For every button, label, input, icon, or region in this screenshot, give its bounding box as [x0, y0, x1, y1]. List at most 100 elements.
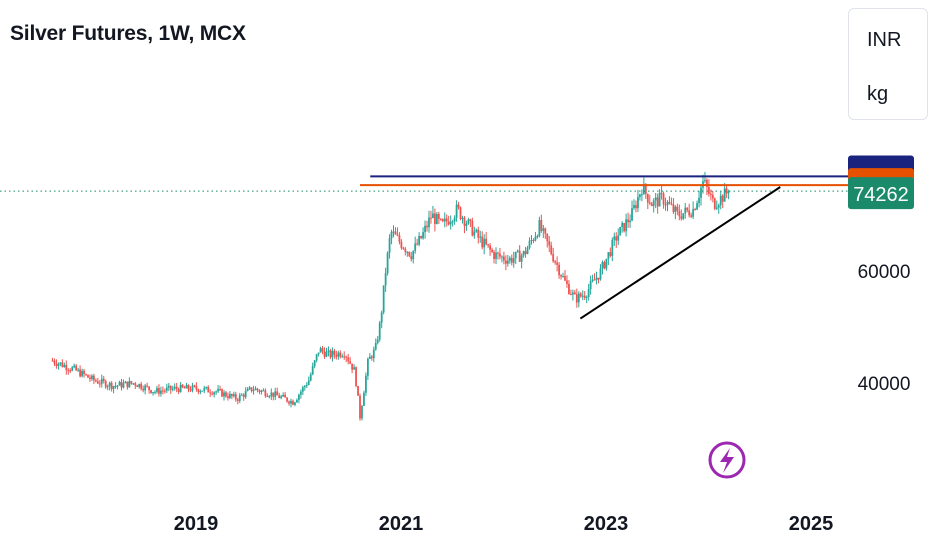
candle — [370, 354, 373, 361]
candle — [345, 355, 348, 363]
candle — [382, 285, 385, 315]
candle — [175, 382, 178, 393]
candle — [376, 335, 379, 345]
candle — [475, 228, 478, 233]
candle — [489, 242, 491, 256]
chart-title: Silver Futures, 1W, MCX — [10, 22, 246, 45]
candle — [191, 382, 194, 393]
candle — [104, 379, 107, 389]
x-tick-label: 2025 — [789, 513, 834, 535]
candle — [268, 395, 271, 399]
candle — [163, 388, 166, 394]
price-labels-group: 7533074262 — [848, 155, 914, 210]
candle — [250, 387, 253, 393]
candle — [692, 201, 695, 220]
candle — [150, 389, 152, 394]
candle — [199, 389, 202, 395]
candle — [209, 389, 212, 398]
candle — [721, 194, 724, 209]
candle — [368, 353, 371, 359]
candle — [447, 215, 450, 226]
candle — [522, 250, 525, 258]
candle — [473, 226, 476, 239]
candle — [648, 194, 651, 205]
candle — [698, 190, 700, 208]
candle — [347, 353, 350, 365]
currency-unit-panel[interactable]: INR kg — [848, 8, 928, 120]
candle — [108, 381, 111, 391]
candle — [684, 203, 687, 219]
candle — [437, 211, 440, 224]
candle — [195, 382, 198, 392]
candle — [388, 234, 391, 259]
candle — [122, 379, 125, 389]
candle — [307, 376, 310, 386]
candle — [193, 384, 196, 388]
candle — [709, 189, 712, 201]
candle — [690, 212, 693, 218]
candle — [502, 251, 505, 265]
candle — [723, 183, 726, 202]
candle — [327, 346, 330, 357]
candle — [510, 254, 513, 266]
candle — [520, 253, 523, 269]
candle — [67, 367, 70, 375]
candle — [65, 360, 68, 375]
candle — [248, 385, 251, 391]
candle — [430, 210, 432, 224]
candle — [400, 239, 403, 250]
candle — [264, 388, 267, 398]
ascending-trendline[interactable] — [579, 186, 781, 320]
candle — [640, 189, 643, 202]
candle — [266, 393, 269, 397]
candle — [110, 381, 113, 392]
currency-label[interactable]: INR — [867, 29, 902, 51]
candle — [305, 382, 308, 388]
candle — [607, 252, 610, 266]
candle — [69, 368, 72, 374]
candle — [380, 310, 383, 329]
candle — [463, 216, 466, 234]
candle — [532, 238, 535, 244]
candle — [230, 393, 233, 400]
candle — [621, 221, 624, 233]
candle — [355, 366, 357, 388]
price-label: 74262 — [848, 177, 914, 210]
candle — [601, 260, 604, 275]
candle — [183, 385, 186, 389]
candle — [700, 185, 702, 206]
candle — [441, 218, 444, 223]
candle — [167, 383, 170, 392]
candle — [173, 383, 176, 391]
candle — [479, 230, 482, 243]
candle — [232, 391, 235, 398]
candle — [422, 227, 424, 240]
candle — [161, 386, 164, 395]
candle — [165, 383, 168, 394]
candle — [146, 382, 149, 388]
candle — [481, 231, 484, 250]
candle — [114, 382, 117, 389]
candle — [213, 391, 216, 398]
candle — [169, 385, 172, 394]
candle — [256, 387, 259, 393]
candle — [270, 388, 273, 401]
candle — [252, 385, 255, 395]
candle — [613, 232, 616, 247]
candle — [566, 275, 568, 288]
candle — [339, 350, 342, 359]
candle — [538, 216, 541, 238]
candles-group — [51, 171, 730, 421]
candle — [203, 385, 206, 394]
candle — [286, 397, 288, 403]
y-tick-label: 60000 — [858, 262, 911, 283]
axes-group: 2019 2021 2023 2025 40000 60000 — [174, 262, 911, 535]
candle — [711, 191, 714, 203]
candle — [59, 362, 62, 367]
unit-label[interactable]: kg — [867, 83, 889, 105]
lightning-icon[interactable] — [708, 441, 746, 479]
candle — [562, 272, 564, 278]
candle — [554, 259, 557, 265]
candle — [682, 213, 685, 221]
